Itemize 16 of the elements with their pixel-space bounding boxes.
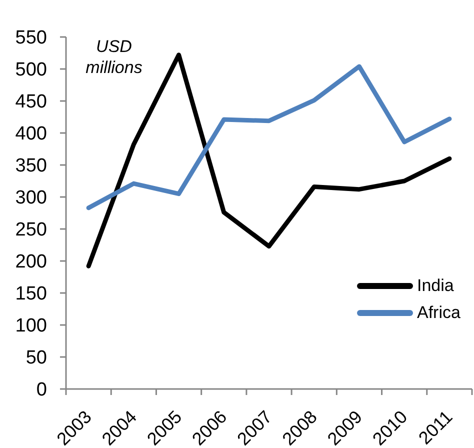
y-tick-label: 200 [15,252,47,273]
y-tick-label: 300 [15,188,47,209]
y-axis-title: USD millions [84,36,144,78]
y-tick-label: 350 [15,156,47,177]
line-series [86,52,452,268]
y-tick-label: 400 [15,124,47,145]
y-tick-label: 0 [36,380,47,401]
y-tick-label: 250 [15,220,47,241]
y-tick-label: 550 [15,28,47,49]
y-tick-label: 500 [15,60,47,81]
legend-label: India [417,276,454,296]
y-tick-label: 150 [15,284,47,305]
y-tick-label: 100 [15,316,47,337]
legend-label: Africa [417,302,460,322]
y-tick-label: 50 [26,348,47,369]
y-tick-label: 450 [15,92,47,113]
